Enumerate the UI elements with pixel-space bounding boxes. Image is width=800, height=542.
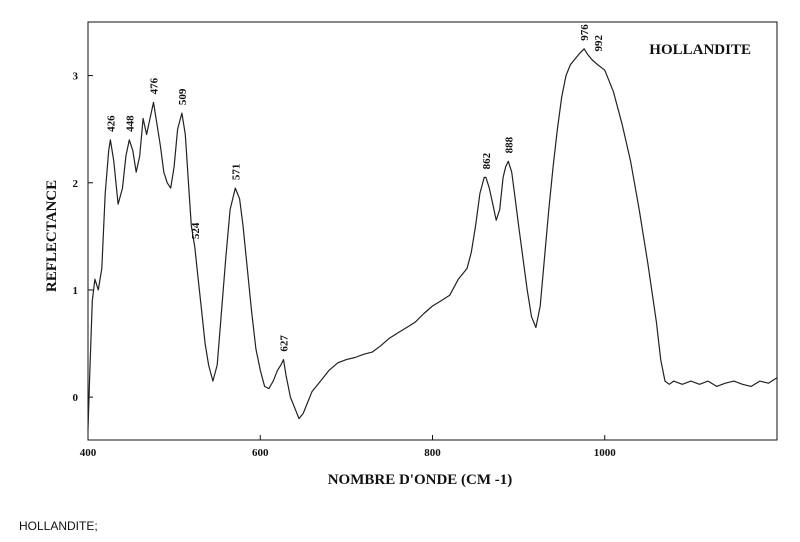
peak-label: 448 bbox=[124, 115, 136, 132]
peak-label: 888 bbox=[503, 136, 515, 153]
x-tick-label: 1000 bbox=[594, 447, 617, 459]
y-tick-label: 1 bbox=[73, 285, 79, 297]
x-tick-label: 400 bbox=[80, 447, 97, 459]
peak-label: 426 bbox=[105, 115, 117, 132]
axis-ticks: 400 600 800 1000 0 1 2 3 bbox=[73, 71, 617, 459]
chart-title: HOLLANDITE bbox=[649, 42, 751, 58]
series-layer bbox=[87, 48, 778, 430]
y-tick-label: 0 bbox=[73, 392, 79, 404]
reflectance-line bbox=[87, 48, 778, 430]
y-axis-title: REFLECTANCE bbox=[44, 180, 60, 292]
peak-label: 862 bbox=[481, 152, 493, 169]
peak-label: 571 bbox=[230, 164, 242, 181]
caption: HOLLANDITE; bbox=[19, 519, 98, 533]
peak-label: 509 bbox=[177, 88, 189, 105]
y-tick-label: 3 bbox=[73, 71, 79, 83]
y-tick-label: 2 bbox=[73, 178, 79, 190]
x-tick-label: 800 bbox=[424, 447, 441, 459]
x-axis-title: NOMBRE D'ONDE (CM -1) bbox=[328, 472, 513, 488]
peak-label: 476 bbox=[148, 77, 160, 94]
peak-label: 627 bbox=[279, 335, 291, 352]
peak-label: 992 bbox=[593, 35, 605, 52]
x-tick-label: 600 bbox=[252, 447, 269, 459]
peak-label: 976 bbox=[579, 24, 591, 41]
peak-label: 524 bbox=[190, 222, 202, 239]
